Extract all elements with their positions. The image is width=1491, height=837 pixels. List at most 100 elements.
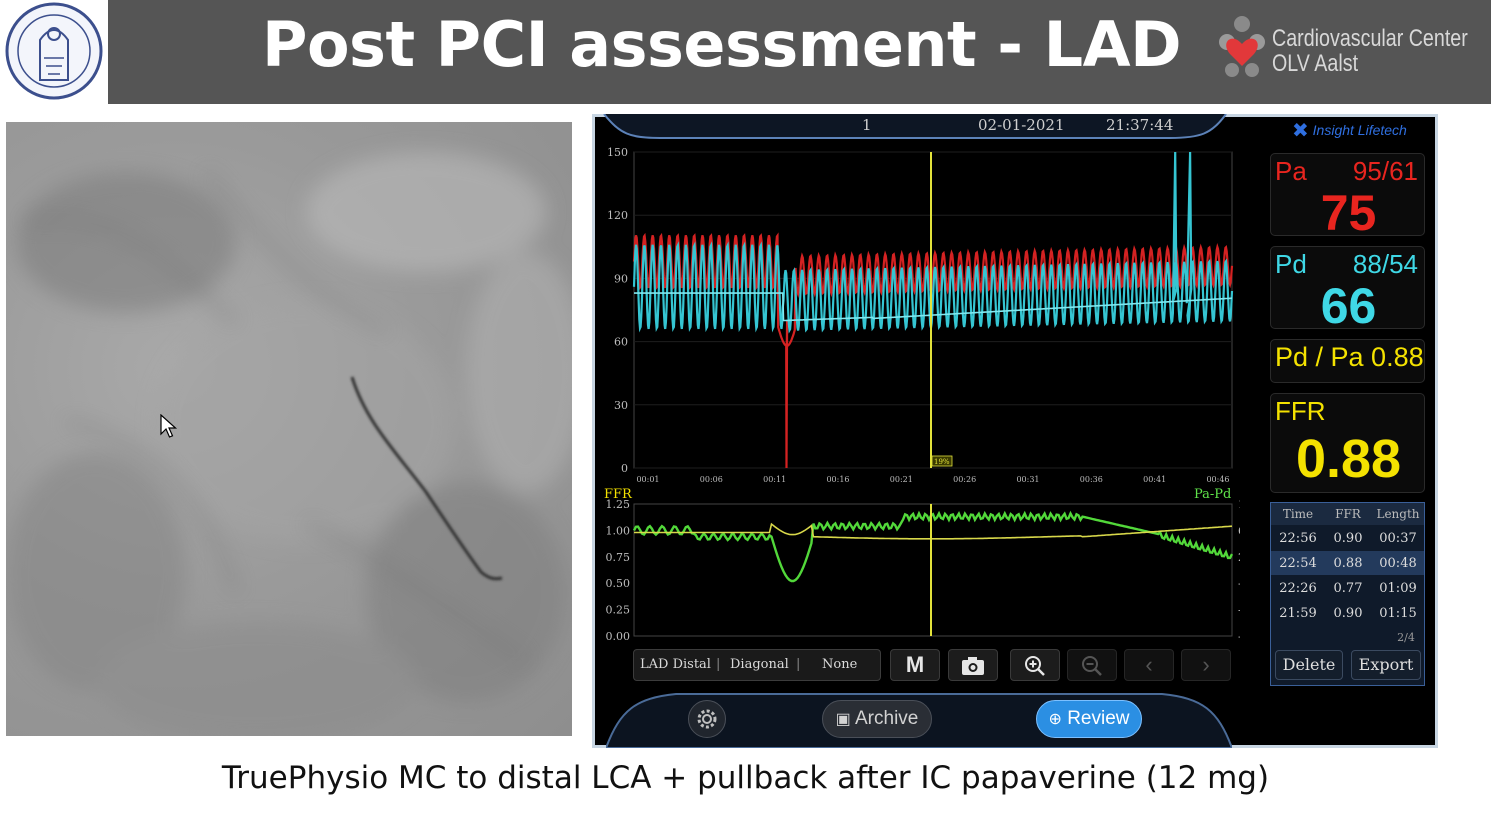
zoom-in-button[interactable] <box>1010 649 1060 681</box>
archive-icon: ▣ <box>835 711 851 728</box>
ffr-axis-title: FFR <box>604 487 633 502</box>
slide-title: Post PCI assessment - LAD <box>262 8 1182 81</box>
pa-systolic-diastolic: 95/61 <box>1352 156 1418 186</box>
table-header-ffr: FFR <box>1335 507 1361 521</box>
y-tick-label: 0 <box>621 462 628 475</box>
ffr-tick-label: 0.25 <box>606 604 631 617</box>
review-label: Review <box>1067 708 1130 729</box>
camera-icon <box>962 657 984 675</box>
next-button[interactable]: › <box>1181 649 1231 681</box>
x-tick-label: 00:36 <box>1080 475 1103 484</box>
x-tick-label: 00:11 <box>763 475 786 484</box>
angiography-image <box>6 122 572 736</box>
table-page-indicator: 2/4 <box>1397 631 1415 644</box>
table-cell: 22:26 <box>1279 581 1317 596</box>
x-tick-label: 00:16 <box>826 475 849 484</box>
delete-button[interactable]: Delete <box>1275 650 1343 680</box>
center-name-line2: OLV Aalst <box>1272 50 1359 77</box>
center-name-line1: Cardiovascular Center <box>1272 25 1468 52</box>
x-tick-label: 00:21 <box>890 475 913 484</box>
pa-pd-tick-label: 6 <box>1238 524 1240 537</box>
vessel-tab-none[interactable]: None <box>822 657 858 672</box>
brand-name: Insight Lifetech <box>1312 122 1407 138</box>
ffr-value: 0.88 <box>1295 429 1402 489</box>
pd-pa-ratio: Pd / Pa 0.88 <box>1275 342 1424 372</box>
y-tick-label: 90 <box>614 272 628 285</box>
table-cell: 01:09 <box>1379 581 1417 596</box>
zoom-out-icon <box>1082 656 1102 676</box>
ffr-tick-label: 0.75 <box>606 551 631 564</box>
table-cell: 0.88 <box>1333 556 1363 571</box>
table-cell: 22:54 <box>1279 556 1317 571</box>
table-header-length: Length <box>1376 507 1420 521</box>
table-cell: 22:56 <box>1279 531 1317 546</box>
table-cell: 0.90 <box>1333 531 1363 546</box>
ffr-label: FFR <box>1275 396 1326 426</box>
table-cell: 00:37 <box>1379 531 1417 546</box>
mode-m-button[interactable]: M <box>890 649 940 681</box>
divider: | <box>716 657 721 672</box>
zoom-out-button[interactable] <box>1067 649 1117 681</box>
divider: | <box>796 657 801 672</box>
archive-button[interactable]: ▣ Archive <box>822 700 932 738</box>
pd-systolic-diastolic: 88/54 <box>1352 249 1418 279</box>
archive-label: Archive <box>855 708 919 729</box>
table-cell: 0.77 <box>1333 581 1363 596</box>
table-header <box>1271 503 1424 525</box>
camera-button[interactable] <box>948 649 998 681</box>
ffr-panel: FFR 0.88 <box>1270 393 1425 493</box>
marker-label: 19% <box>934 458 950 466</box>
recording-time: 21:37:44 <box>1106 116 1174 134</box>
x-tick-label: 00:31 <box>1016 475 1039 484</box>
mouse-cursor-icon <box>160 414 178 438</box>
x-tick-label: 00:26 <box>953 475 976 484</box>
export-button[interactable]: Export <box>1351 650 1421 680</box>
pa-mean-value: 75 <box>1320 185 1377 241</box>
pa-pd-tick-label: -2 <box>1238 577 1240 590</box>
pd-panel: Pd 88/54 66 <box>1270 246 1425 334</box>
ffr-tick-label: 1.25 <box>606 498 631 511</box>
x-tick-label: 00:06 <box>700 475 723 484</box>
review-button[interactable]: ⊕ Review <box>1036 700 1142 738</box>
marker-label-box <box>931 455 953 467</box>
previous-button[interactable]: ‹ <box>1124 649 1174 681</box>
cardiovascular-center-logo <box>1218 14 1266 78</box>
vessel-tab-diagonal[interactable]: Diagonal <box>730 657 789 672</box>
pd-label: Pd <box>1275 249 1307 279</box>
vessel-tab-lad-distal[interactable]: LAD Distal <box>640 657 711 672</box>
pa-pd-tick-label: -10 <box>1238 630 1240 643</box>
pd-mean-value: 66 <box>1320 278 1377 334</box>
pd-pa-panel: Pd / Pa 0.88 <box>1270 339 1425 383</box>
settings-icon <box>697 709 717 729</box>
recording-index: 1 <box>862 116 872 134</box>
brand-label: ✖ Insight Lifetech <box>1292 118 1407 143</box>
y-tick-label: 60 <box>614 336 628 349</box>
pa-pd-axis-title: Pa-Pd <box>1194 487 1231 502</box>
pd-waveform <box>632 151 1234 334</box>
chevron-right-icon: › <box>1202 652 1210 677</box>
pa-pd-tick-label: -6 <box>1238 604 1240 617</box>
x-tick-label: 00:46 <box>1206 475 1229 484</box>
ffr-tick-label: 0.50 <box>606 577 631 590</box>
brand-logo-icon: ✖ <box>1292 120 1309 142</box>
y-tick-label: 150 <box>607 146 628 159</box>
ffr-tick-label: 0.00 <box>606 630 631 643</box>
x-tick-label: 00:41 <box>1143 475 1166 484</box>
selected-row-highlight <box>1271 551 1424 575</box>
recording-date: 02-01-2021 <box>978 116 1065 134</box>
zoom-in-icon <box>1025 656 1045 676</box>
ffr-trace <box>632 510 1234 583</box>
ffr-tick-label: 1.00 <box>606 524 631 537</box>
slide-caption: TruePhysio MC to distal LCA + pullback a… <box>221 760 1270 796</box>
pa-pd-tick-label: 10 <box>1238 498 1240 511</box>
y-tick-label: 30 <box>614 399 628 412</box>
pressure-waveform-chart: 150 120 90 60 30 0 00:01 00:06 00:11 00:16 00:21 0… <box>607 146 1234 484</box>
ffr-pullback-chart: FFR Pa-Pd 1.25 1.00 0.75 0.50 0.25 0.00 10 6 2 -… <box>604 487 1240 643</box>
center-name: Cardiovascular Center OLV Aalst <box>1272 26 1468 76</box>
settings-button[interactable] <box>688 700 726 738</box>
pd-mean-line <box>634 292 1232 322</box>
x-tick-label: 00:01 <box>636 475 659 484</box>
university-seal-logo <box>0 0 108 104</box>
vessel-selector: LAD Distal | Diagonal | None <box>633 649 881 681</box>
pa-pd-tick-label: 2 <box>1238 551 1240 564</box>
